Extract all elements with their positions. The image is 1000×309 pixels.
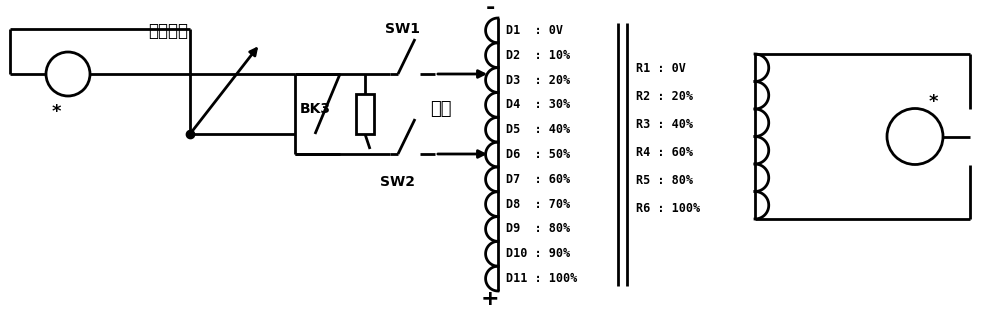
Text: R2 : 20%: R2 : 20% (636, 91, 693, 104)
Text: D5  : 40%: D5 : 40% (506, 123, 570, 136)
Text: R4 : 60%: R4 : 60% (636, 146, 693, 159)
Text: R1 : 0V: R1 : 0V (636, 62, 686, 75)
Text: D10 : 90%: D10 : 90% (506, 247, 570, 260)
Text: BK3: BK3 (300, 102, 331, 116)
Text: D9  : 80%: D9 : 80% (506, 222, 570, 235)
Text: D4  : 30%: D4 : 30% (506, 98, 570, 111)
Text: +: + (481, 289, 499, 309)
Text: SW2: SW2 (380, 175, 415, 189)
Text: D6  : 50%: D6 : 50% (506, 148, 570, 161)
Text: D2  : 10%: D2 : 10% (506, 49, 570, 62)
Text: R3 : 40%: R3 : 40% (636, 118, 693, 132)
Text: D7  : 60%: D7 : 60% (506, 173, 570, 186)
Text: 抄头: 抄头 (430, 100, 452, 118)
Text: -: - (485, 0, 495, 18)
Text: *: * (51, 103, 61, 121)
Text: D1  : 0V: D1 : 0V (506, 24, 563, 37)
Text: 极性开关: 极性开关 (148, 22, 188, 40)
Text: *: * (928, 92, 938, 111)
Text: D11 : 100%: D11 : 100% (506, 272, 577, 285)
Text: SW1: SW1 (385, 22, 420, 36)
Text: D3  : 20%: D3 : 20% (506, 74, 570, 87)
Text: R6 : 100%: R6 : 100% (636, 202, 700, 215)
Text: R5 : 80%: R5 : 80% (636, 175, 693, 188)
Bar (356, 94, 374, 134)
Text: D8  : 70%: D8 : 70% (506, 198, 570, 211)
